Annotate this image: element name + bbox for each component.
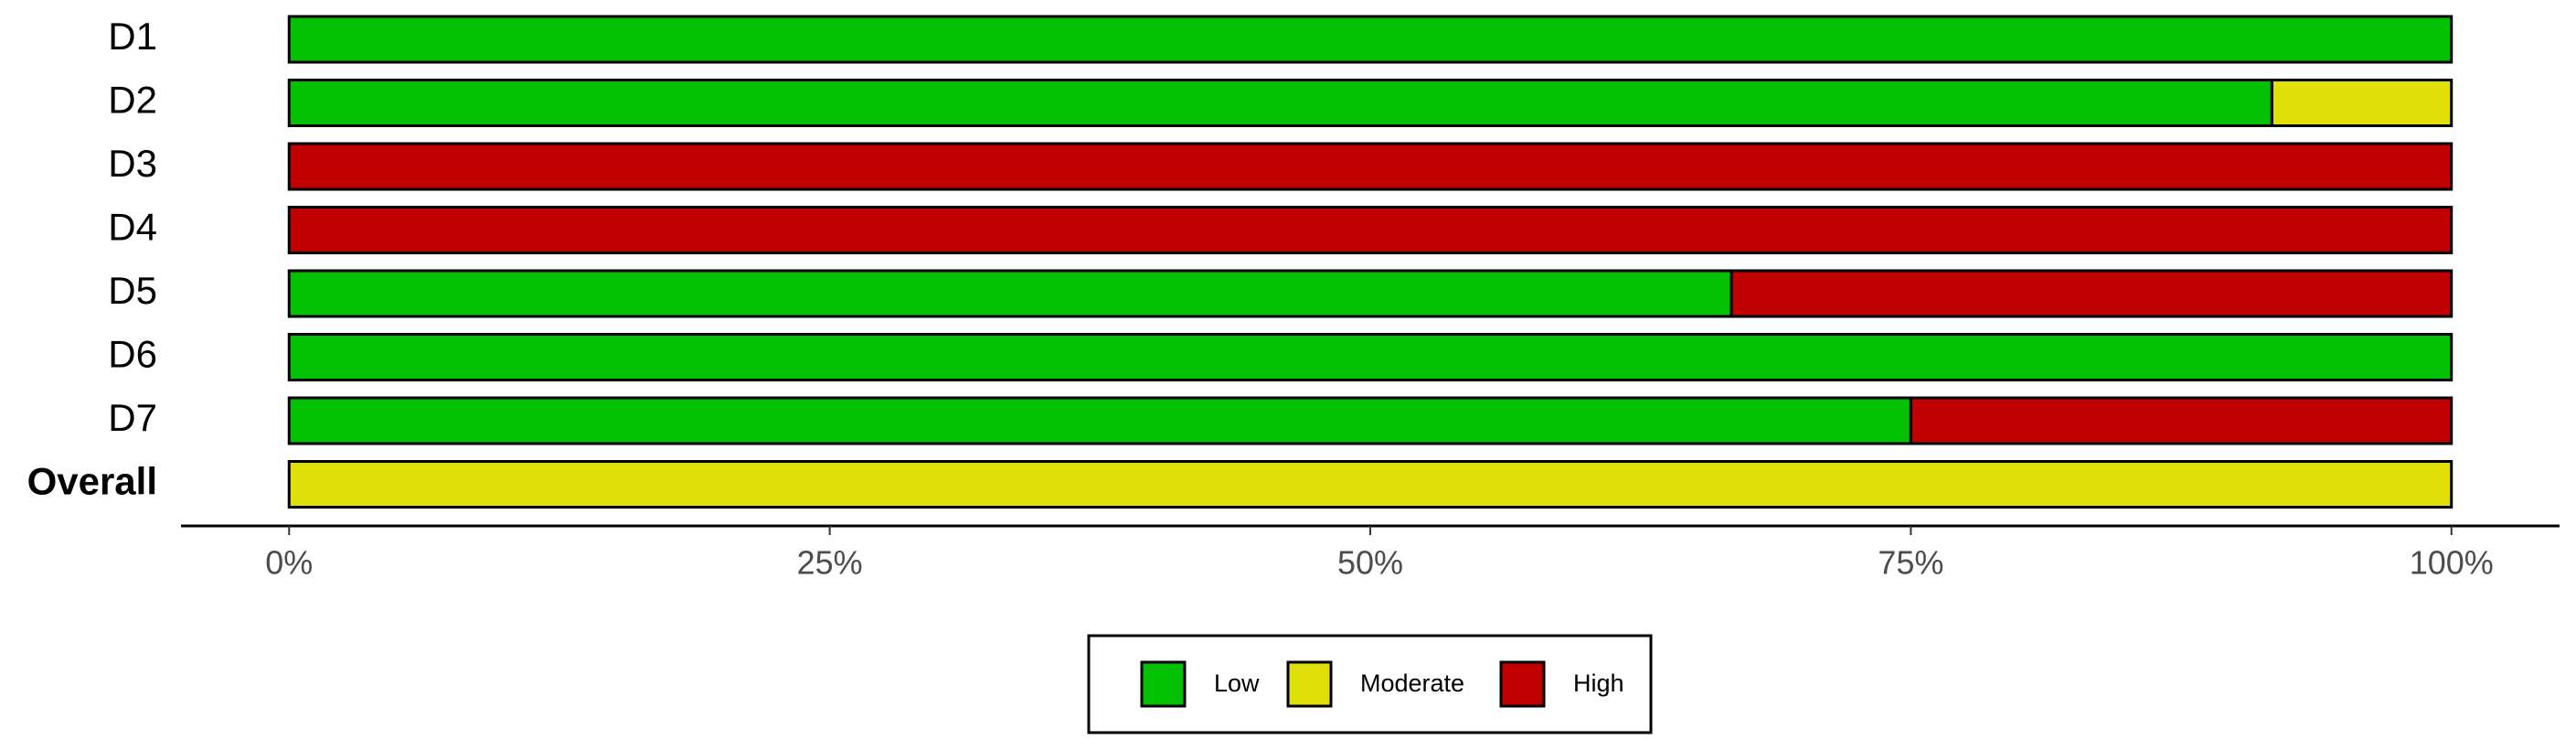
category-label: D2	[108, 79, 157, 122]
bar-segment	[287, 396, 1912, 445]
category-label: D4	[108, 206, 157, 249]
category-label: D7	[108, 396, 157, 439]
bar-segment	[1730, 269, 2454, 318]
legend-label: Low	[1214, 670, 1260, 697]
bar-segment	[287, 333, 2454, 381]
legend-label: High	[1573, 670, 1624, 697]
x-tick-label: 50%	[1337, 544, 1403, 582]
category-label: D1	[108, 15, 157, 58]
x-tick-label: 25%	[797, 544, 863, 582]
bar-segment	[287, 79, 2273, 127]
category-label: D5	[108, 269, 157, 312]
category-label: Overall	[27, 460, 157, 503]
x-tick-label: 0%	[265, 544, 313, 582]
legend-label: Moderate	[1360, 670, 1464, 697]
category-label: D3	[108, 142, 157, 185]
x-tick-label: 100%	[2410, 544, 2494, 582]
legend-swatch	[1140, 660, 1187, 708]
legend-swatch	[1286, 660, 1333, 708]
bar-segment	[287, 142, 2454, 191]
bar-segment	[287, 15, 2454, 64]
x-tick-label: 75%	[1878, 544, 1943, 582]
category-label: D6	[108, 333, 157, 376]
bar-segment	[2270, 79, 2454, 127]
bar-segment	[287, 206, 2454, 254]
bar-segment	[287, 460, 2454, 509]
bar-segment	[1909, 396, 2454, 445]
bar-segment	[287, 269, 1733, 318]
legend-swatch	[1499, 660, 1546, 708]
